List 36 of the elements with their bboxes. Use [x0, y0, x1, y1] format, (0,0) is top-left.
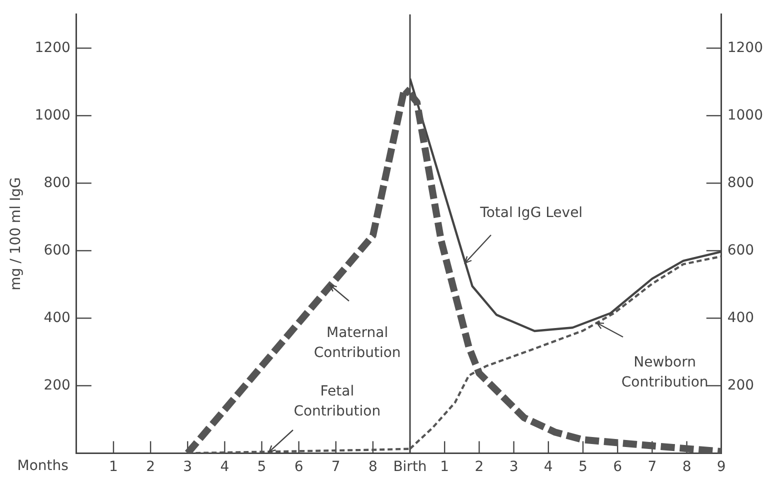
x-axis-title: Months — [17, 458, 68, 474]
x-tick-label: 8 — [682, 459, 692, 476]
x-tick-label: 3 — [183, 459, 192, 476]
annotation: Newborn Contribution — [621, 354, 708, 391]
y-tick-label: 1200 — [34, 40, 70, 56]
x-tick-label: 6 — [294, 459, 304, 476]
x-tick-label: 6 — [613, 459, 622, 476]
y-tick-label: 800 — [727, 174, 754, 191]
annotation: Fetal Contribution — [294, 383, 381, 420]
x-tick-label: 2 — [474, 459, 484, 476]
x-tick-label: Birth — [393, 459, 427, 476]
y-axis-title: mg / 100 ml IgG — [8, 177, 24, 290]
x-tick-label: 4 — [220, 459, 230, 476]
x-tick-label: 1 — [109, 459, 118, 476]
x-tick-label: 5 — [578, 459, 588, 476]
y-tick-label: 1000 — [727, 107, 764, 124]
y-tick-label: 600 — [727, 242, 754, 258]
y-tick-label: 400 — [44, 310, 70, 326]
x-tick-label: 5 — [257, 459, 266, 476]
x-tick-label: 4 — [544, 459, 553, 476]
annotation: Total IgG Level — [479, 204, 583, 221]
y-tick-label: 400 — [727, 310, 754, 326]
x-tick-label: 8 — [368, 459, 378, 476]
x-tick-label: 2 — [146, 459, 156, 476]
y-tick-label: 1000 — [34, 107, 70, 124]
y-tick-label: 800 — [44, 174, 70, 191]
y-tick-label: 200 — [727, 377, 754, 394]
x-tick-label: 3 — [509, 459, 518, 476]
annotation: Maternal Contribution — [314, 325, 401, 362]
y-tick-label: 1200 — [727, 40, 764, 56]
y-tick-label: 200 — [44, 377, 70, 394]
x-tick-label: 7 — [648, 459, 657, 476]
x-tick-label: 9 — [716, 459, 726, 476]
y-tick-label: 600 — [44, 242, 70, 258]
x-tick-label: 7 — [331, 459, 340, 476]
x-tick-label: 1 — [440, 459, 450, 476]
